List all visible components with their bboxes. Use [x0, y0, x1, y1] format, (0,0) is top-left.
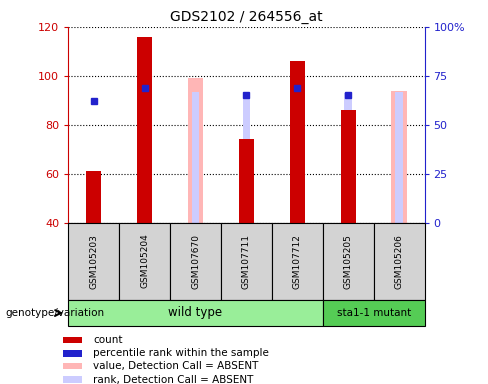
Bar [63, 363, 82, 369]
Bar [170, 223, 221, 300]
Bar [221, 223, 272, 300]
Text: wild type: wild type [168, 306, 223, 319]
Bar [192, 91, 200, 223]
Text: GSM107670: GSM107670 [191, 233, 200, 289]
Bar [391, 91, 407, 223]
Text: count: count [93, 335, 122, 345]
Bar [395, 91, 403, 223]
Text: GSM105204: GSM105204 [140, 234, 149, 288]
Text: GSM107712: GSM107712 [293, 234, 302, 288]
Text: GSM105206: GSM105206 [395, 234, 404, 288]
Bar [63, 350, 82, 357]
Text: percentile rank within the sample: percentile rank within the sample [93, 348, 269, 358]
Bar [86, 171, 102, 223]
Text: rank, Detection Call = ABSENT: rank, Detection Call = ABSENT [93, 375, 253, 384]
Bar [239, 139, 254, 223]
Bar [137, 36, 152, 223]
Bar [68, 300, 323, 326]
Text: sta1-1 mutant: sta1-1 mutant [337, 308, 411, 318]
Bar [323, 300, 425, 326]
Bar [68, 223, 119, 300]
Text: genotype/variation: genotype/variation [5, 308, 104, 318]
Bar [323, 223, 374, 300]
Bar [290, 61, 305, 223]
Text: GSM105205: GSM105205 [344, 234, 353, 288]
Bar [63, 337, 82, 343]
Text: value, Detection Call = ABSENT: value, Detection Call = ABSENT [93, 361, 258, 371]
Bar [345, 93, 352, 223]
Bar [63, 376, 82, 383]
Bar [374, 223, 425, 300]
Text: GSM105203: GSM105203 [89, 234, 98, 288]
Title: GDS2102 / 264556_at: GDS2102 / 264556_at [170, 10, 323, 25]
Bar [272, 223, 323, 300]
Text: GSM107711: GSM107711 [242, 233, 251, 289]
Bar [243, 95, 250, 223]
Bar [188, 78, 203, 223]
Bar [341, 110, 356, 223]
Bar [119, 223, 170, 300]
